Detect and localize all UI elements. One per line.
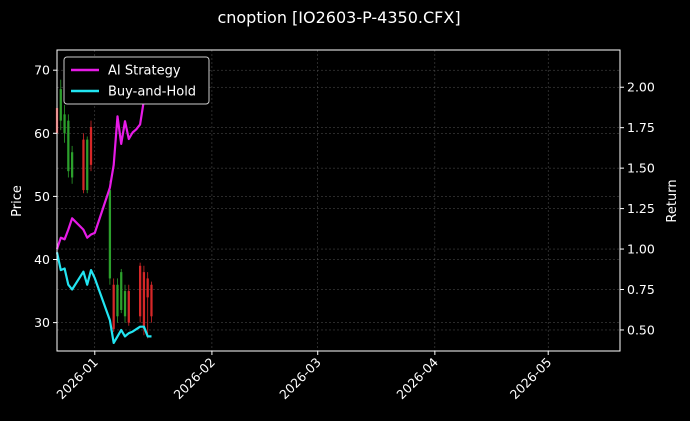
candle — [150, 281, 153, 323]
y-tick-label: 60 — [34, 126, 50, 141]
candle-body — [123, 291, 127, 317]
y2-tick-label: 1.50 — [627, 161, 655, 176]
candle-body — [116, 284, 119, 317]
candle — [123, 284, 127, 323]
x-tick-label: 2026-02 — [170, 355, 218, 403]
candle — [127, 284, 130, 326]
y-tick-label: 70 — [34, 63, 50, 78]
series-lines — [55, 62, 153, 344]
y2-tick-label: 1.75 — [627, 120, 655, 135]
candle — [120, 268, 123, 314]
y-axis-label: Price — [10, 185, 25, 217]
candle — [116, 278, 119, 323]
y2-tick-label: 1.00 — [627, 242, 655, 257]
y-tick-label: 30 — [34, 315, 50, 330]
y2-tick-label: 1.25 — [627, 201, 655, 216]
candle-body — [138, 265, 142, 317]
candle — [112, 278, 115, 333]
candle — [70, 145, 74, 184]
x-tick-label: 2026-05 — [507, 355, 555, 403]
candle-body — [120, 272, 123, 310]
y2-tick-label: 0.75 — [627, 282, 655, 297]
candle-body — [63, 114, 66, 134]
candle — [67, 114, 70, 178]
candle — [146, 272, 149, 339]
candle — [82, 133, 85, 194]
candle — [138, 262, 142, 323]
plot-frame — [56, 49, 621, 352]
candle — [86, 136, 89, 194]
candle-body — [67, 120, 70, 172]
candle-body — [59, 89, 62, 121]
legend-label: Buy-and-Hold — [108, 85, 196, 100]
x-tick-label: 2026-01 — [53, 355, 101, 403]
chart-title: cnoption [IO2603-P-4350.CFX] — [217, 8, 460, 27]
candle — [63, 104, 66, 143]
candle — [108, 180, 112, 285]
y2-tick-label: 0.50 — [627, 322, 655, 337]
candle-body — [127, 291, 130, 323]
y2-tick-label: 2.00 — [627, 80, 655, 95]
legend: AI Strategy Buy-and-Hold — [63, 56, 210, 105]
candle — [59, 79, 62, 131]
y-tick-label: 40 — [34, 252, 50, 267]
candle-body — [146, 278, 149, 298]
candle-body — [82, 139, 85, 191]
candle-body — [89, 126, 93, 165]
y2-axis-label: Return — [665, 179, 680, 222]
axes — [56, 49, 621, 352]
x-tick-label: 2026-03 — [276, 355, 324, 403]
candle-body — [108, 190, 112, 279]
candle-body — [142, 272, 146, 329]
candle-body — [86, 139, 89, 191]
series-line-ai-strategy — [55, 62, 153, 250]
candle-body — [70, 152, 74, 178]
candlesticks — [55, 79, 153, 339]
x-tick-label: 2026-04 — [393, 354, 441, 402]
candle-body — [112, 284, 115, 329]
candle-body — [150, 284, 153, 317]
candle — [89, 120, 93, 172]
series-line-buy-and-hold — [55, 252, 152, 344]
y-tick-label: 50 — [34, 189, 50, 204]
candle — [142, 265, 146, 336]
legend-label: AI Strategy — [108, 64, 181, 79]
legend-box — [63, 56, 210, 105]
